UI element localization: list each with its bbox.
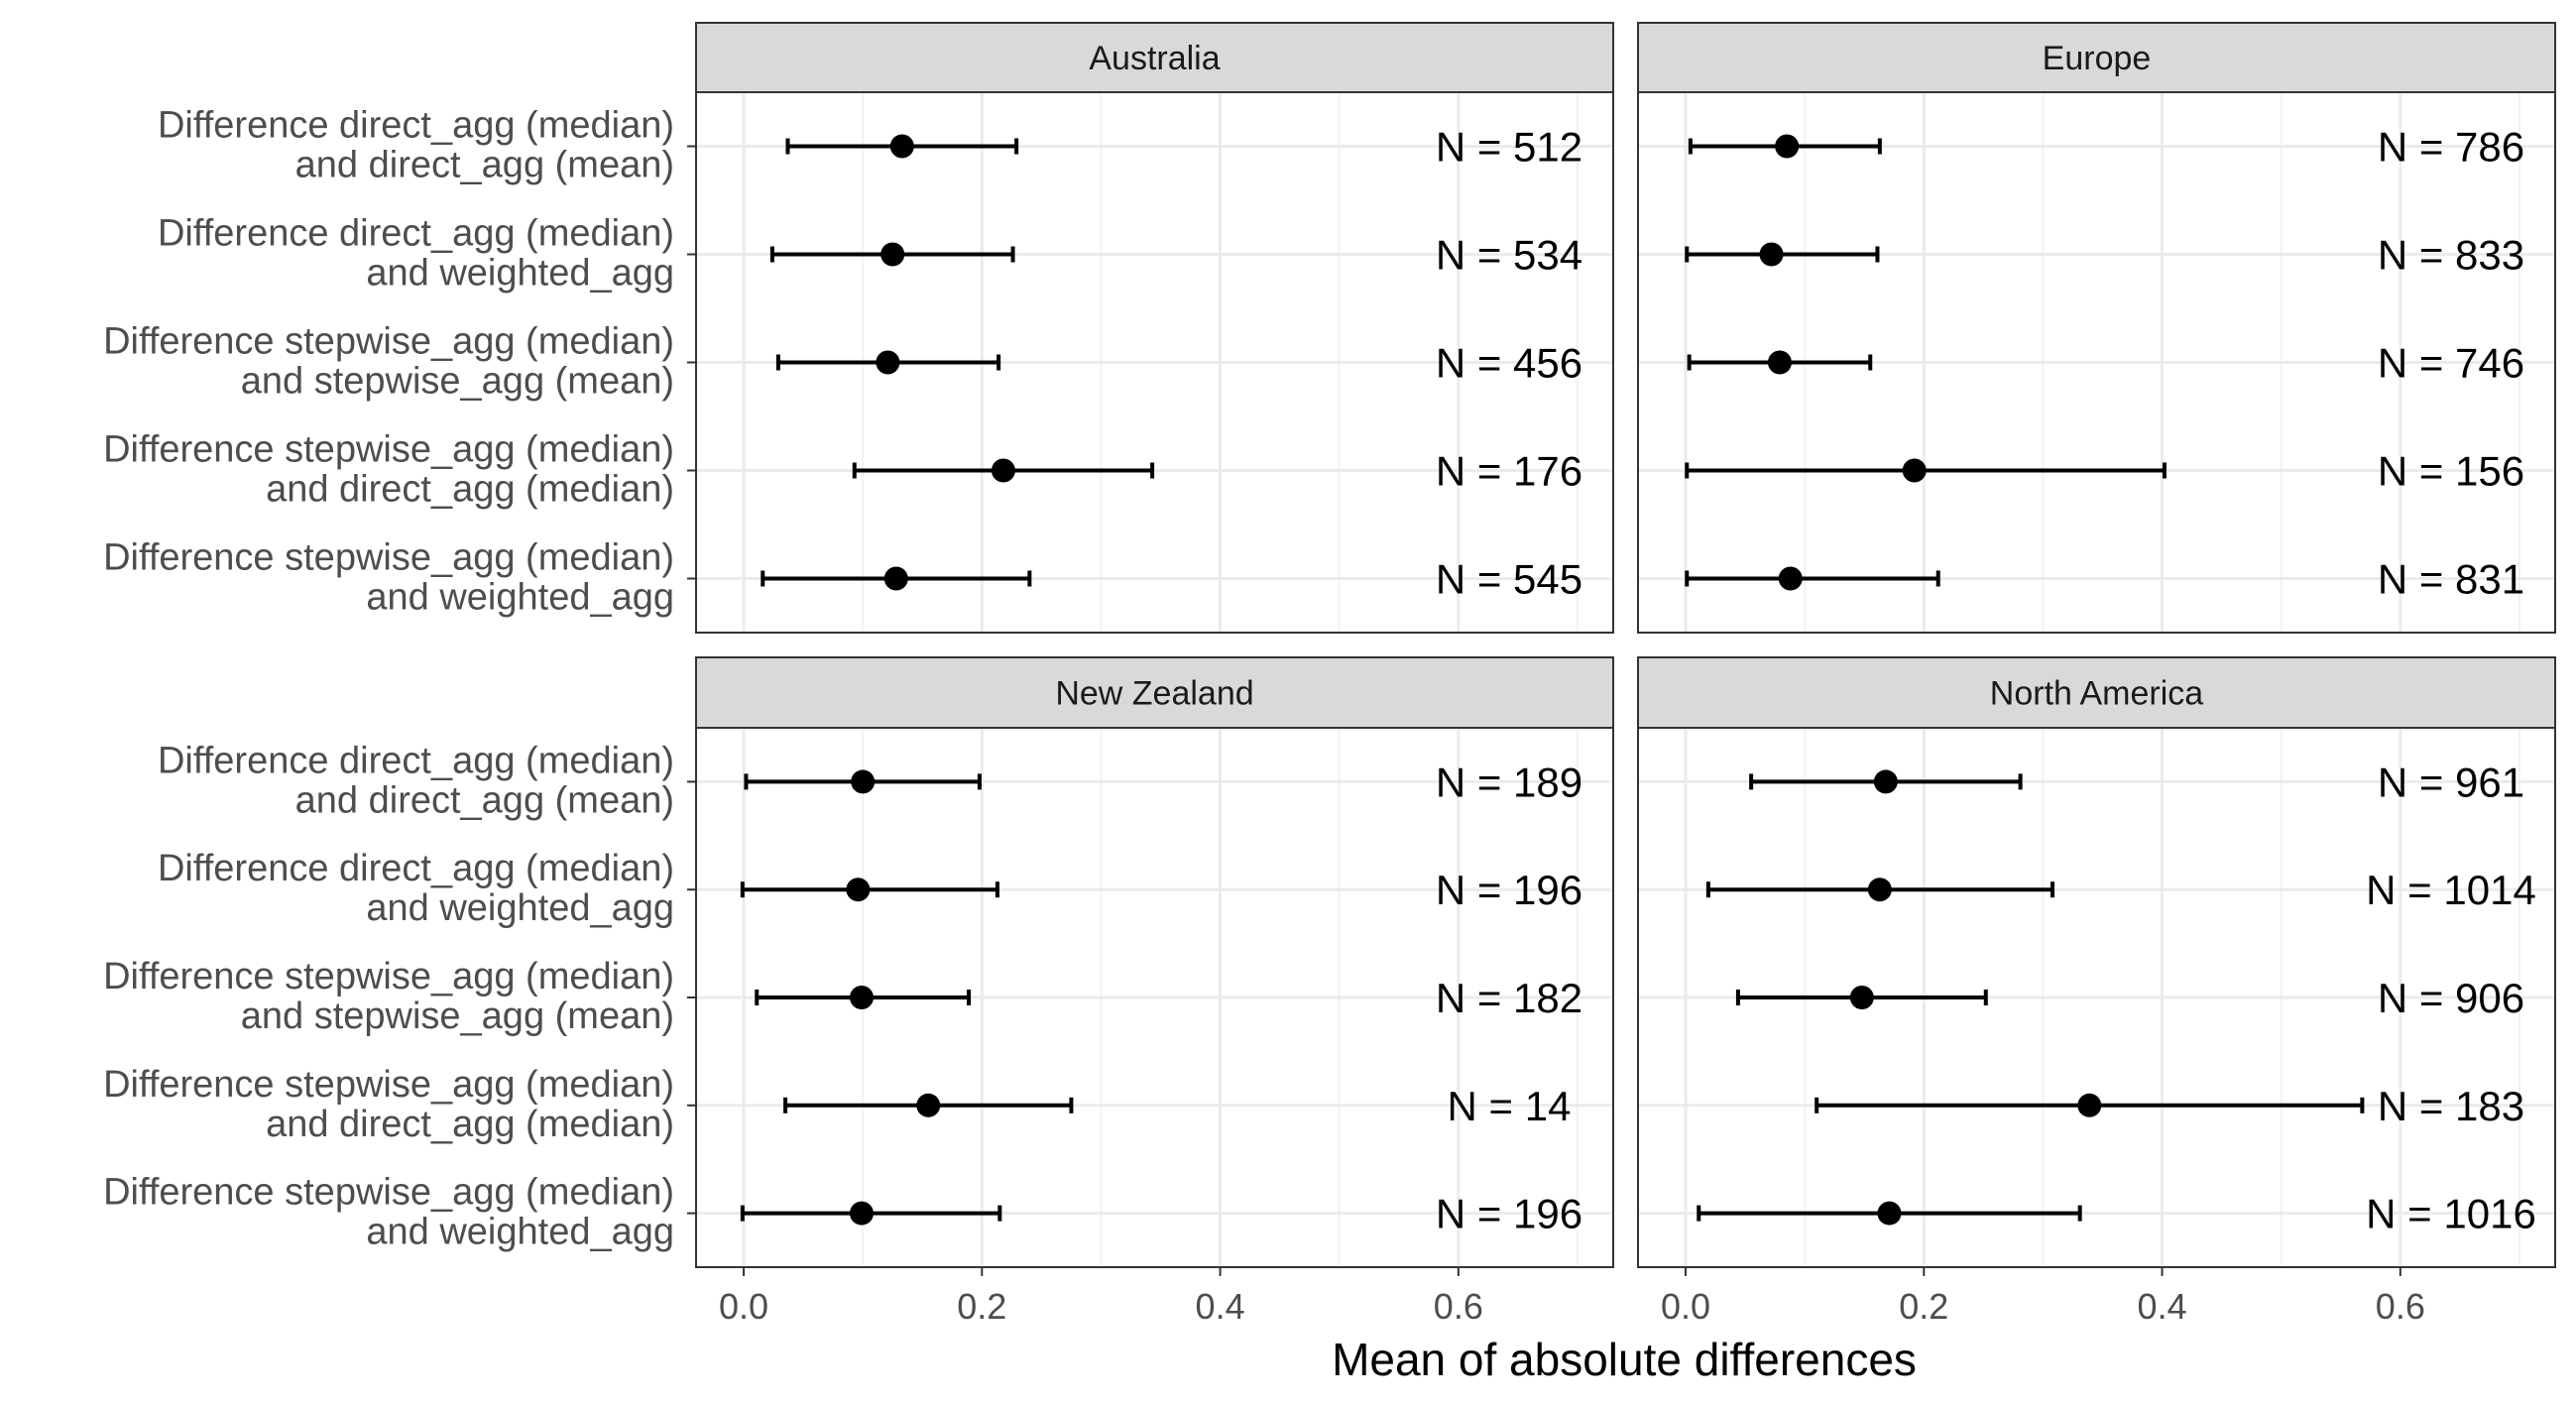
n-label: N = 512 [1436, 124, 1582, 171]
mean-point [1778, 566, 1803, 591]
facet-panels: Australia N = 512 N = 534 N = 456 N = 176 N =… [103, 22, 2556, 1327]
panel-australia: Australia N = 512 N = 534 N = 456 N = 176 N =… [103, 22, 1614, 634]
y-tick-label: Difference stepwise_agg (median) and step… [103, 321, 674, 403]
y-tick-label: Difference stepwise_agg (median) and dire… [103, 1064, 674, 1145]
panel-europe: Europe N = 786 N = 833 N = 746 N = 156 N = 83… [1637, 22, 2556, 634]
panel-new-zealand: New Zealand N = 189 N = 196 N = 182 N = 14 N … [103, 656, 1614, 1327]
panel-north-america: North America N = 961 N = 1014 N = 906 N = 1… [1637, 656, 2556, 1327]
strip-background [695, 656, 1614, 729]
mean-point [1775, 134, 1800, 159]
y-tick-label-line: Difference stepwise_agg (median) [103, 429, 674, 471]
y-tick-label-line: Difference stepwise_agg (median) [103, 321, 674, 363]
n-label: N = 196 [1436, 1191, 1582, 1237]
y-tick-label-line: and weighted_agg [366, 887, 674, 929]
y-tick-label-line: Difference direct_agg (median) [158, 213, 674, 255]
n-label: N = 545 [1436, 556, 1582, 603]
mean-point [851, 769, 876, 794]
n-label: N = 746 [2378, 340, 2524, 387]
x-tick-label: 0.6 [1434, 1286, 1483, 1327]
y-tick-label-line: and weighted_agg [366, 253, 674, 294]
y-tick-label-line: and stepwise_agg (mean) [241, 995, 674, 1037]
n-label: N = 786 [2378, 124, 2524, 171]
n-label: N = 189 [1436, 759, 1582, 805]
n-label: N = 906 [2378, 975, 2524, 1021]
y-tick-label-line: and weighted_agg [366, 577, 674, 619]
mean-point [883, 566, 908, 591]
n-label: N = 961 [2378, 759, 2524, 805]
mean-point [876, 350, 900, 375]
n-label: N = 831 [2378, 556, 2524, 603]
panel-border [1637, 727, 2556, 1268]
x-tick-label: 0.6 [2376, 1286, 2425, 1327]
strip-title: Australia [1089, 40, 1220, 77]
n-label: N = 156 [2378, 448, 2524, 495]
mean-point [916, 1093, 941, 1117]
strip-background [1637, 656, 2556, 729]
n-label: N = 456 [1436, 340, 1582, 387]
y-tick-label-line: Difference stepwise_agg (median) [103, 1064, 674, 1106]
x-tick-label: 0.0 [1661, 1286, 1710, 1327]
mean-point [880, 242, 905, 267]
mean-point [1759, 242, 1784, 267]
n-label: N = 833 [2378, 232, 2524, 279]
y-tick-label-line: Difference stepwise_agg (median) [103, 1172, 674, 1214]
y-tick-label-line: and weighted_agg [366, 1212, 674, 1253]
y-tick-label-line: and direct_agg (median) [266, 1104, 674, 1145]
mean-point [849, 986, 874, 1009]
y-tick-label-line: and direct_agg (mean) [295, 779, 674, 821]
x-tick-label: 0.2 [957, 1286, 1006, 1327]
x-axis-title: Mean of absolute differences [1332, 1334, 1917, 1385]
n-label: N = 1014 [2366, 867, 2536, 913]
y-tick-label-line: and stepwise_agg (mean) [241, 361, 674, 403]
y-tick-label-line: and direct_agg (mean) [295, 145, 674, 186]
y-tick-label: Difference stepwise_agg (median) and dire… [103, 429, 674, 511]
x-tick-label: 0.0 [719, 1286, 768, 1327]
strip-background [695, 22, 1614, 93]
mean-point [1877, 1201, 1902, 1226]
x-tick-label: 0.2 [1899, 1286, 1948, 1327]
y-tick-label: Difference stepwise_agg (median) and weig… [103, 537, 674, 619]
mean-point [1867, 878, 1892, 902]
strip-title: Europe [2043, 40, 2152, 77]
n-label: N = 1016 [2366, 1191, 2536, 1237]
strip-title: North America [1990, 675, 2203, 713]
n-label: N = 14 [1448, 1083, 1572, 1129]
y-tick-label: Difference direct_agg (median) and direct… [158, 740, 674, 821]
y-tick-label-line: and direct_agg (median) [266, 469, 674, 511]
y-tick-label-line: Difference stepwise_agg (median) [103, 956, 674, 997]
n-label: N = 182 [1436, 975, 1582, 1021]
mean-point [846, 878, 871, 902]
x-tick-label: 0.4 [2138, 1286, 2187, 1327]
n-label: N = 534 [1436, 232, 1582, 279]
mean-point [1849, 986, 1874, 1009]
y-tick-label-line: Difference direct_agg (median) [158, 848, 674, 889]
y-tick-label: Difference direct_agg (median) and weight… [158, 848, 674, 929]
y-tick-label: Difference stepwise_agg (median) and weig… [103, 1172, 674, 1253]
y-tick-label: Difference direct_agg (median) and weight… [158, 213, 674, 294]
mean-point [1767, 350, 1792, 375]
y-tick-label: Difference direct_agg (median) and direct… [158, 105, 674, 186]
mean-point [1873, 769, 1898, 794]
strip-title: New Zealand [1055, 675, 1253, 713]
mean-point [2077, 1093, 2102, 1117]
n-label: N = 176 [1436, 448, 1582, 495]
mean-point [849, 1201, 874, 1226]
mean-point [991, 458, 1015, 483]
mean-point [1902, 458, 1927, 483]
y-tick-label-line: Difference direct_agg (median) [158, 740, 674, 781]
mean-point [889, 134, 914, 159]
y-tick-label-line: Difference stepwise_agg (median) [103, 537, 674, 579]
panel-border [1637, 91, 2556, 634]
x-tick-label: 0.4 [1196, 1286, 1245, 1327]
n-label: N = 183 [2378, 1083, 2524, 1129]
y-tick-label-line: Difference direct_agg (median) [158, 105, 674, 147]
n-label: N = 196 [1436, 867, 1582, 913]
y-tick-label: Difference stepwise_agg (median) and step… [103, 956, 674, 1037]
